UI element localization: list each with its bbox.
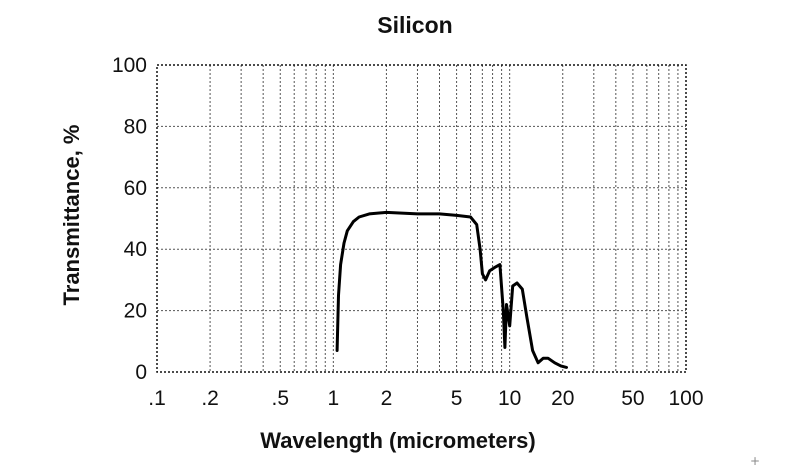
x-tick-label: .1 xyxy=(148,387,166,410)
x-tick-label: .2 xyxy=(201,387,219,410)
series-layer xyxy=(335,210,568,369)
y-tick-label: 100 xyxy=(112,54,147,77)
y-axis-ticks: 0 20 40 60 80 100 xyxy=(112,54,147,384)
x-tick-label: 50 xyxy=(621,387,644,410)
x-tick-label: 20 xyxy=(551,387,574,410)
x-axis-ticks: .1 .2 .5 1 2 5 10 20 50 100 xyxy=(148,387,703,410)
x-axis-label: Wavelength (micrometers) xyxy=(260,428,535,453)
x-tick-label: 2 xyxy=(381,387,393,410)
x-tick-label: 10 xyxy=(498,387,521,410)
chart-title: Silicon xyxy=(377,12,452,38)
y-axis-label: Transmittance, % xyxy=(59,125,84,306)
y-tick-label: 80 xyxy=(124,115,147,138)
series-line-0 xyxy=(335,210,568,369)
x-tick-label: 100 xyxy=(668,387,703,410)
x-tick-label: .5 xyxy=(271,387,289,410)
grid xyxy=(157,65,686,372)
plot-frame xyxy=(156,64,687,373)
y-tick-label: 40 xyxy=(124,238,147,261)
y-tick-label: 0 xyxy=(135,361,147,384)
corner-mark: + xyxy=(749,454,760,468)
x-tick-label: 1 xyxy=(327,387,339,410)
y-tick-label: 60 xyxy=(124,177,147,200)
x-tick-label: 5 xyxy=(451,387,463,410)
y-tick-label: 20 xyxy=(124,300,147,323)
